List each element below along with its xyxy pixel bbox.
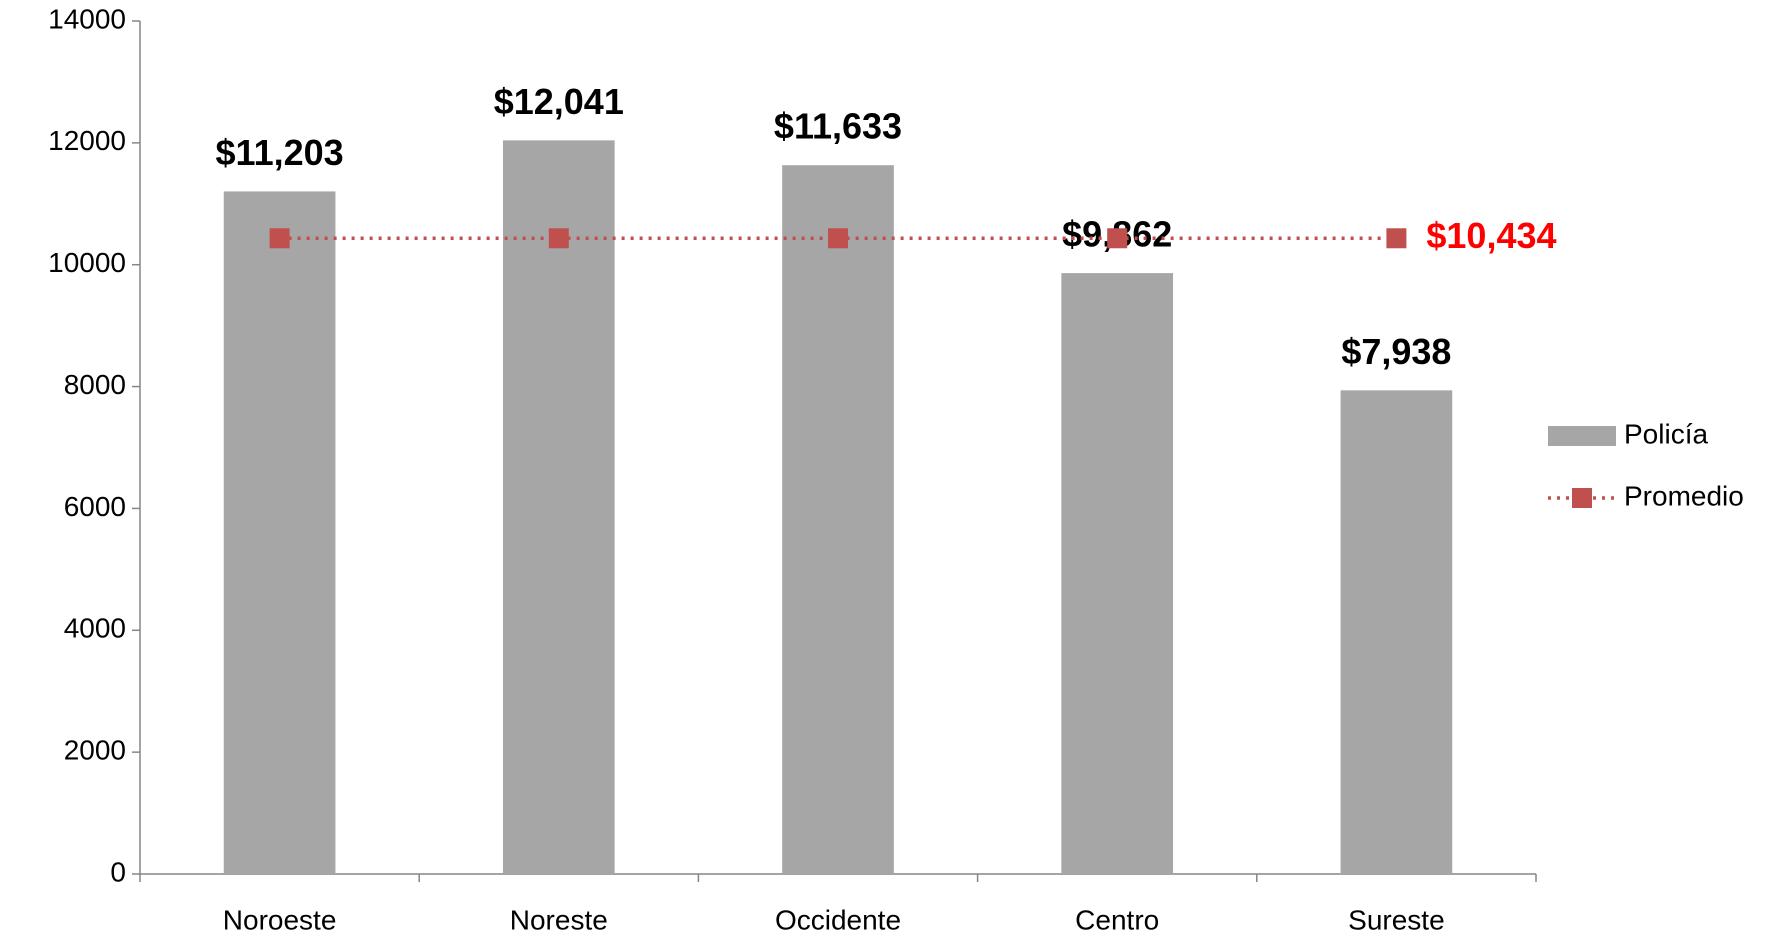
x-tick-label: Occidente <box>775 904 901 930</box>
y-tick-label: 6000 <box>64 491 126 522</box>
marker <box>828 228 848 249</box>
y-tick-label: 4000 <box>64 613 126 644</box>
marker <box>1386 228 1407 249</box>
marker <box>269 228 290 249</box>
y-tick-label: 2000 <box>64 735 126 766</box>
legend-swatch <box>1572 488 1592 508</box>
y-tick-label: 10000 <box>48 247 126 278</box>
data-label: $11,633 <box>774 106 902 147</box>
data-label: $11,203 <box>216 132 344 173</box>
x-tick-label: Centro <box>1075 904 1159 930</box>
bar <box>223 191 336 874</box>
bar <box>1340 390 1453 874</box>
data-label: $10,434 <box>1426 215 1556 256</box>
x-tick-label: Noroeste <box>223 904 337 930</box>
data-label: $12,041 <box>494 81 624 122</box>
x-tick-label: Noreste <box>510 904 608 930</box>
bar <box>782 165 894 875</box>
legend-swatch <box>1548 426 1616 446</box>
data-label: $7,938 <box>1341 331 1451 372</box>
marker <box>1107 228 1128 249</box>
legend-label: Policía <box>1624 418 1708 449</box>
legend-label: Promedio <box>1624 480 1744 511</box>
bar <box>502 140 615 874</box>
y-tick-label: 0 <box>110 856 126 887</box>
bar <box>1061 273 1174 874</box>
y-tick-label: 12000 <box>48 125 126 156</box>
marker <box>548 228 569 249</box>
x-tick-label: Sureste <box>1348 904 1445 930</box>
y-tick-label: 8000 <box>64 369 126 400</box>
y-tick-label: 14000 <box>48 3 126 34</box>
